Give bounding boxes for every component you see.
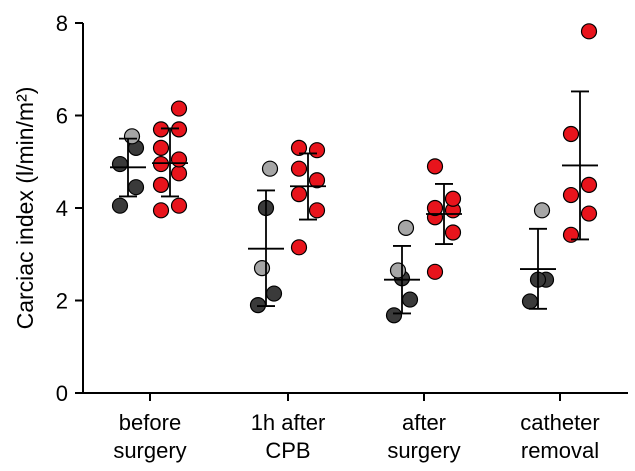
data-point bbox=[111, 197, 129, 214]
y-tick-label: 0 bbox=[56, 381, 68, 406]
data-point bbox=[249, 297, 267, 314]
y-ticks: 0 2 4 6 8 bbox=[56, 11, 83, 406]
x-tick-label: 1h after CPB bbox=[251, 410, 326, 463]
data-point bbox=[580, 205, 598, 222]
data-point bbox=[152, 121, 170, 138]
x-ticks: before surgery 1h after CPB after surgery cath… bbox=[113, 393, 600, 463]
data-point bbox=[308, 202, 326, 219]
x-tick-label: before surgery bbox=[113, 410, 186, 463]
data-point bbox=[290, 186, 308, 203]
data-point bbox=[401, 291, 419, 308]
data-point bbox=[290, 239, 308, 256]
data-point bbox=[580, 23, 598, 40]
data-point bbox=[290, 160, 308, 177]
data-point bbox=[562, 125, 580, 143]
x-tick-label: after surgery bbox=[387, 410, 460, 463]
data-point bbox=[123, 128, 141, 145]
data-point bbox=[152, 139, 170, 156]
data-point bbox=[426, 263, 444, 280]
data-point bbox=[127, 179, 145, 196]
data-point bbox=[170, 121, 188, 138]
data-point bbox=[521, 293, 539, 310]
data-point bbox=[397, 219, 415, 236]
data-point bbox=[170, 151, 188, 168]
data-point bbox=[265, 285, 283, 302]
data-point bbox=[261, 160, 279, 177]
y-tick-label: 8 bbox=[56, 11, 68, 36]
data-point bbox=[580, 176, 598, 193]
data-point bbox=[444, 190, 462, 207]
data-point bbox=[533, 202, 551, 219]
data-point bbox=[389, 262, 407, 279]
y-axis-title: Carciac index (l/min/m²) bbox=[12, 87, 38, 330]
y-tick-label: 4 bbox=[56, 196, 68, 221]
data-points bbox=[111, 23, 598, 324]
data-point bbox=[170, 197, 188, 214]
data-point bbox=[170, 100, 188, 117]
data-point bbox=[444, 224, 462, 241]
data-point bbox=[152, 176, 170, 193]
x-tick-label: catheter removal bbox=[520, 410, 600, 463]
data-point bbox=[152, 202, 170, 219]
data-point bbox=[426, 199, 444, 217]
data-point bbox=[111, 155, 129, 173]
data-point bbox=[253, 260, 271, 277]
data-point bbox=[290, 139, 308, 156]
data-point bbox=[152, 155, 170, 173]
data-point bbox=[562, 186, 580, 204]
data-point bbox=[426, 158, 444, 175]
mean-sd-bars bbox=[110, 90, 598, 315]
y-tick-label: 2 bbox=[56, 289, 68, 314]
data-point bbox=[308, 172, 326, 189]
data-point bbox=[170, 165, 188, 182]
data-point bbox=[308, 142, 326, 159]
y-tick-label: 6 bbox=[56, 104, 68, 129]
data-point bbox=[385, 307, 403, 324]
